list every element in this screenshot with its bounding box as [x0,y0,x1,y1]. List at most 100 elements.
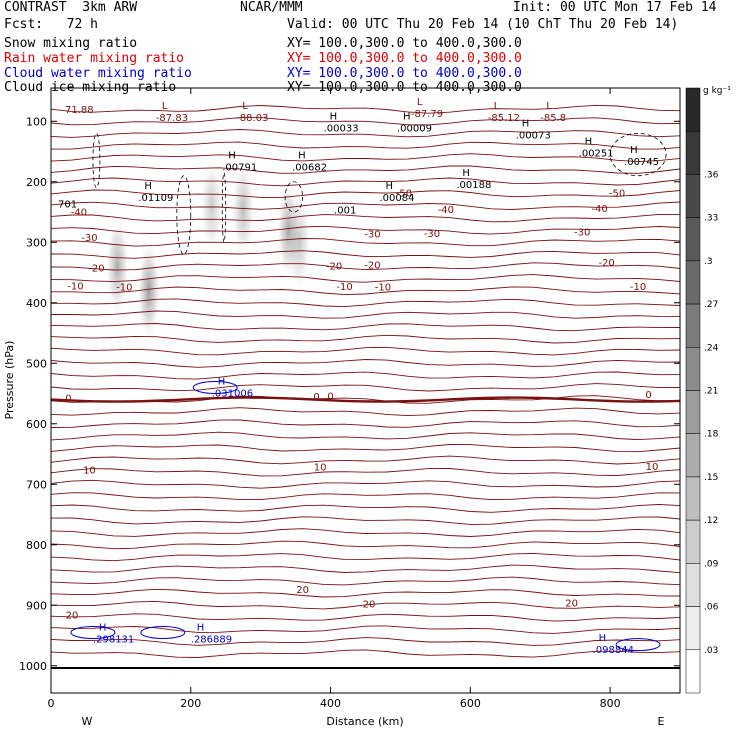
temperature-contour [51,625,680,634]
temperature-contour [51,141,680,150]
valid-time: Valid: 00 UTC Thu 20 Feb 14 (10 ChT Thu … [287,17,679,32]
contour-label: 20 [565,598,578,609]
temperature-contour [51,479,680,489]
extremum-marker: H [144,181,152,192]
temperature-contour [51,552,680,562]
cloud-ice-contour [221,172,227,243]
temperature-contour [51,153,680,163]
temperature-contour [51,419,680,428]
colorbar-swatch [685,649,701,694]
extremum-value: .00745 [624,157,659,168]
colorbar-swatch [685,563,701,607]
temperature-contour [51,323,680,332]
field-xy-rain: XY= 100.0,300.0 to 400.0,300.0 [287,51,522,66]
colorbar-swatch [685,390,701,434]
x-end-label-east: E [658,715,665,728]
temperature-contour [51,238,680,247]
temperature-contour [51,129,680,138]
extremum-value: .00073 [516,131,551,142]
contour-label: 10 [83,465,96,476]
x-tick-label: 600 [460,697,481,710]
x-tick-label: 200 [180,697,201,710]
y-tick-label: 100 [26,115,47,128]
extremum-marker: H [218,376,226,387]
extremum-marker: H [385,181,393,192]
extremum-marker: L [162,101,168,112]
x-tick-label: 0 [48,697,55,710]
contour-label: -40 [591,204,607,215]
contour-label: -30 [424,229,440,240]
temperature-contour [51,346,680,356]
contour-label: 20 [66,611,79,622]
temperature-contour [51,600,680,610]
extremum-marker: H [522,119,530,130]
contour-label: -10 [375,283,391,294]
extremum-value: .00791 [222,163,257,174]
y-tick-label: 400 [26,297,47,310]
snow-shading [199,155,224,256]
temperature-contour [51,117,680,126]
colorbar-swatch [685,433,701,478]
colorbar-tick-label: .3 [704,257,713,267]
extremum-marker: H [403,111,411,122]
temperature-contour [51,492,680,501]
contour-label: -20 [598,258,614,269]
temperature-contour [51,383,680,392]
cloud-water-contour [70,626,116,639]
colorbar-tick-label: .21 [704,387,718,397]
extremum-value: .00682 [292,163,327,174]
cloud-ice-contour [176,175,192,255]
extremum-value: .00188 [456,180,491,191]
extremum-value: .098844 [593,645,634,656]
contour-label: -20 [88,263,104,274]
x-axis-label: Distance (km) [326,715,403,728]
contour-label: 0 [327,392,333,403]
y-tick-label: 500 [26,357,47,370]
y-tick-label: 200 [26,176,47,189]
extremum-marker: H [585,137,593,148]
colorbar-tick-label: .18 [704,430,719,440]
field-label-snow: Snow mixing ratio [4,36,138,51]
colorbar-swatch [685,606,701,651]
temperature-contour [51,540,680,550]
temperature-contour [51,564,680,574]
temperature-contour [51,213,680,223]
extremum-marker: L [417,97,423,108]
temperature-contour [51,613,680,622]
forecast-hour: Fcst: 72 h [4,17,98,32]
extremum-value: -87.83 [156,113,188,124]
colorbar-unit: g kg⁻¹ [703,86,731,96]
y-tick-label: 900 [26,599,47,612]
extremum-marker: H [298,151,306,162]
field-label-cloud-water: Cloud water mixing ratio [4,66,192,81]
cloud-water-contour [615,638,661,652]
contour-label: 0 [313,392,319,403]
extremum-marker: H [228,151,236,162]
temperature-contour [51,444,680,453]
extremum-marker: L [546,101,552,112]
temperature-contour [51,468,680,477]
temperature-contour [51,637,680,646]
plot-frame [50,87,681,694]
temperature-contour [51,516,680,525]
temperature-contour [51,286,680,296]
colorbar-tick-label: .09 [704,559,719,569]
temperature-contour [51,371,680,380]
extremum-value: .00251 [579,149,614,160]
extremum-value: -88.03 [236,113,268,124]
temperature-contour [51,310,680,319]
contour-label: -40 [438,205,454,216]
model-title: CONTRAST 3km ARW [4,0,138,15]
extremum-marker: H [630,145,638,156]
field-label-rain: Rain water mixing ratio [4,51,185,66]
contour-label: -50 [609,188,625,199]
x-tick-label: 400 [320,697,341,710]
contour-label: 10 [646,462,659,473]
temperature-contour [51,528,680,537]
colorbar-swatch [685,476,701,521]
extremum-marker: H [330,111,338,122]
cloud-water-contour [140,626,186,639]
temperature-contour [51,250,680,259]
extremum-marker: H [462,168,470,179]
contour-label: -30 [81,233,97,244]
